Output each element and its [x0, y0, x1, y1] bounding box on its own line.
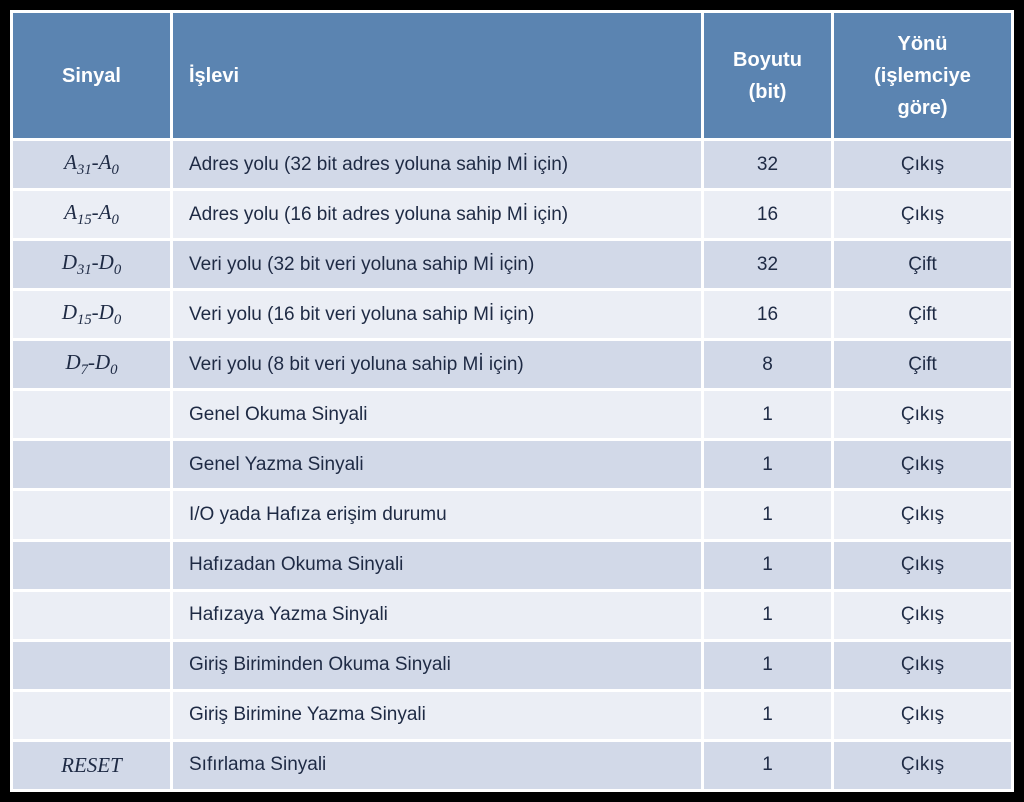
direction-cell: Çıkış — [833, 590, 1013, 640]
size-cell: 16 — [703, 190, 833, 240]
signal-cell — [12, 590, 172, 640]
signal-cell: D7-D0 — [12, 340, 172, 390]
function-cell: Adres yolu (32 bit adres yoluna sahip Mİ… — [172, 140, 703, 190]
table-row: A15-A0Adres yolu (16 bit adres yoluna sa… — [12, 190, 1013, 240]
size-cell: 1 — [703, 440, 833, 490]
direction-cell: Çıkış — [833, 740, 1013, 790]
signal-cell — [12, 690, 172, 740]
header-dir-line2: (işlemciye — [874, 65, 971, 87]
table-row: RESETSıfırlama Sinyali1Çıkış — [12, 740, 1013, 790]
table-body: A31-A0Adres yolu (32 bit adres yoluna sa… — [12, 140, 1013, 791]
function-cell: Giriş Birimine Yazma Sinyali — [172, 690, 703, 740]
direction-cell: Çift — [833, 290, 1013, 340]
signal-cell — [12, 540, 172, 590]
function-cell: Genel Okuma Sinyali — [172, 390, 703, 440]
table-row: D7-D0Veri yolu (8 bit veri yoluna sahip … — [12, 340, 1013, 390]
header-signal: Sinyal — [12, 12, 172, 140]
direction-cell: Çıkış — [833, 540, 1013, 590]
size-cell: 1 — [703, 390, 833, 440]
table-row: Genel Yazma Sinyali1Çıkış — [12, 440, 1013, 490]
header-size-line2: (bit) — [749, 81, 787, 103]
signal-cell: D15-D0 — [12, 290, 172, 340]
function-cell: Hafızadan Okuma Sinyali — [172, 540, 703, 590]
table-row: D15-D0Veri yolu (16 bit veri yoluna sahi… — [12, 290, 1013, 340]
size-cell: 1 — [703, 690, 833, 740]
table-row: Giriş Biriminden Okuma Sinyali1Çıkış — [12, 640, 1013, 690]
function-cell: Veri yolu (8 bit veri yoluna sahip Mİ iç… — [172, 340, 703, 390]
direction-cell: Çift — [833, 240, 1013, 290]
header-size-line1: Boyutu — [733, 49, 802, 71]
signal-cell: D31-D0 — [12, 240, 172, 290]
size-cell: 32 — [703, 240, 833, 290]
size-cell: 1 — [703, 540, 833, 590]
table-row: Hafızaya Yazma Sinyali1Çıkış — [12, 590, 1013, 640]
size-cell: 8 — [703, 340, 833, 390]
signal-cell — [12, 490, 172, 540]
signal-cell: A31-A0 — [12, 140, 172, 190]
table-header: Sinyal İşlevi Boyutu (bit) Yönü (işlemci… — [12, 12, 1013, 140]
direction-cell: Çıkış — [833, 440, 1013, 490]
size-cell: 1 — [703, 640, 833, 690]
function-cell: Veri yolu (16 bit veri yoluna sahip Mİ i… — [172, 290, 703, 340]
signal-cell: A15-A0 — [12, 190, 172, 240]
table-row: D31-D0Veri yolu (32 bit veri yoluna sahi… — [12, 240, 1013, 290]
signals-table: Sinyal İşlevi Boyutu (bit) Yönü (işlemci… — [10, 10, 1014, 792]
table-row: A31-A0Adres yolu (32 bit adres yoluna sa… — [12, 140, 1013, 190]
direction-cell: Çıkış — [833, 140, 1013, 190]
header-function: İşlevi — [172, 12, 703, 140]
header-direction: Yönü (işlemciye göre) — [833, 12, 1013, 140]
direction-cell: Çıkış — [833, 390, 1013, 440]
function-cell: Veri yolu (32 bit veri yoluna sahip Mİ i… — [172, 240, 703, 290]
size-cell: 32 — [703, 140, 833, 190]
direction-cell: Çıkış — [833, 490, 1013, 540]
size-cell: 16 — [703, 290, 833, 340]
size-cell: 1 — [703, 590, 833, 640]
signal-cell — [12, 440, 172, 490]
table-row: Genel Okuma Sinyali1Çıkış — [12, 390, 1013, 440]
direction-cell: Çift — [833, 340, 1013, 390]
function-cell: Giriş Biriminden Okuma Sinyali — [172, 640, 703, 690]
function-cell: Hafızaya Yazma Sinyali — [172, 590, 703, 640]
size-cell: 1 — [703, 740, 833, 790]
header-size: Boyutu (bit) — [703, 12, 833, 140]
header-dir-line1: Yönü — [898, 33, 948, 55]
direction-cell: Çıkış — [833, 190, 1013, 240]
signal-cell — [12, 390, 172, 440]
function-cell: Genel Yazma Sinyali — [172, 440, 703, 490]
header-dir-line3: göre) — [898, 97, 948, 119]
signal-cell — [12, 640, 172, 690]
table-row: I/O yada Hafıza erişim durumu1Çıkış — [12, 490, 1013, 540]
function-cell: Adres yolu (16 bit adres yoluna sahip Mİ… — [172, 190, 703, 240]
direction-cell: Çıkış — [833, 690, 1013, 740]
header-row: Sinyal İşlevi Boyutu (bit) Yönü (işlemci… — [12, 12, 1013, 140]
table-row: Giriş Birimine Yazma Sinyali1Çıkış — [12, 690, 1013, 740]
table-row: Hafızadan Okuma Sinyali1Çıkış — [12, 540, 1013, 590]
direction-cell: Çıkış — [833, 640, 1013, 690]
signal-cell: RESET — [12, 740, 172, 790]
function-cell: I/O yada Hafıza erişim durumu — [172, 490, 703, 540]
function-cell: Sıfırlama Sinyali — [172, 740, 703, 790]
size-cell: 1 — [703, 490, 833, 540]
